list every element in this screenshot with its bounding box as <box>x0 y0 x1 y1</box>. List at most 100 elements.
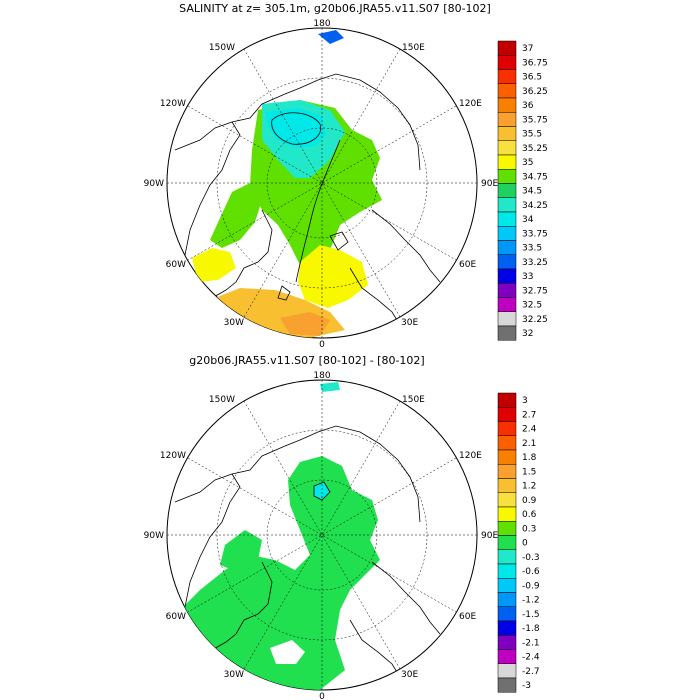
polar-map <box>166 27 478 339</box>
polar-map <box>166 379 478 691</box>
lon-label: 120W <box>160 451 186 461</box>
coastline <box>211 209 273 299</box>
colorbar-label: 1.8 <box>522 453 537 463</box>
colorbar-label: 35.75 <box>522 115 548 125</box>
lon-label: 60W <box>166 612 186 622</box>
colorbar-swatch <box>497 649 517 664</box>
colorbar-swatch <box>497 506 517 522</box>
longitude-labels: 180 0 90W 90E 150W 120W 150E 120E 60W 30… <box>144 371 499 700</box>
colorbar-label: -1.8 <box>522 624 540 634</box>
colorbar-label: 0.9 <box>522 496 537 506</box>
colorbar-label: -0.3 <box>522 553 540 563</box>
colorbar-label: 32.25 <box>522 315 548 325</box>
colorbar-label: 35.25 <box>522 144 548 154</box>
colorbar-label: 33.75 <box>522 229 548 239</box>
lon-label: 120W <box>160 99 186 109</box>
lon-label: 90E <box>481 531 498 541</box>
lon-label: 120E <box>459 99 482 109</box>
colorbar-swatch <box>497 254 517 270</box>
contour-line <box>295 139 341 283</box>
colorbar-swatch <box>497 478 517 493</box>
lon-label: 90W <box>144 179 164 189</box>
colorbar-swatch <box>497 83 517 99</box>
colorbar: 37 36.75 36.5 36.25 36 35.75 35.5 35.25 35 34.75 3… <box>497 40 548 341</box>
lon-label: 180 <box>313 371 330 381</box>
colorbar-swatch <box>497 620 517 636</box>
colorbar-label: 2.4 <box>522 425 537 435</box>
graticule <box>167 28 477 338</box>
colorbar-swatch <box>497 563 517 579</box>
salinity-field-yellow-labrador <box>192 248 236 282</box>
colorbar-label: 34.75 <box>522 172 548 182</box>
colorbar-swatch <box>497 169 517 184</box>
coastline <box>349 267 401 326</box>
colorbar-swatch <box>497 55 517 70</box>
colorbar-label: 34.5 <box>522 187 542 197</box>
lon-label: 180 <box>313 19 330 29</box>
colorbar-label: -1.2 <box>522 596 540 606</box>
lon-label: 30W <box>224 318 244 328</box>
colorbar-label: 33.25 <box>522 258 548 268</box>
coastline <box>231 425 421 523</box>
lon-label: 150W <box>209 395 235 405</box>
coastline <box>371 561 441 635</box>
colorbar-swatch <box>497 677 517 693</box>
colorbar-label: 36.5 <box>522 73 542 83</box>
colorbar-swatch <box>497 635 517 650</box>
colorbar-label: -0.6 <box>522 567 540 577</box>
colorbar-label: 2.7 <box>522 410 536 420</box>
lon-label: 60E <box>459 612 476 622</box>
lon-label: 150E <box>402 43 425 53</box>
colorbar-label: 36.75 <box>522 58 548 68</box>
colorbar-label: -2.1 <box>522 638 540 648</box>
colorbar-label: 32 <box>522 329 533 339</box>
colorbar-label: -2.4 <box>522 653 540 663</box>
contour-line <box>313 481 331 501</box>
lon-label: 60W <box>166 260 186 270</box>
lon-label: 0 <box>319 340 325 350</box>
colorbar-swatch <box>497 226 517 241</box>
lon-label: 30E <box>401 318 418 328</box>
colorbar-swatch <box>497 183 517 198</box>
salinity-field-green-canada <box>210 182 262 248</box>
colorbar-label: 0.6 <box>522 510 537 520</box>
colorbar-label: -1.5 <box>522 610 540 620</box>
lon-label: 90E <box>481 179 498 189</box>
longitude-labels: 180 0 90W 90E 150W 120W 150E 120E 60W 30… <box>144 19 499 350</box>
lon-label: 120E <box>459 451 482 461</box>
colorbar-swatch <box>497 435 517 451</box>
contour-line <box>271 112 322 145</box>
colorbar-swatch <box>497 492 517 508</box>
coastline <box>371 209 441 283</box>
colorbar: 3 2.7 2.4 2.1 1.8 1.5 1.2 0.9 0.6 0.3 0 -0.3 -0.6 -0.… <box>497 392 540 693</box>
difference-field-green-canada <box>220 530 262 572</box>
coastline <box>211 561 273 651</box>
colorbar-swatch <box>497 126 517 141</box>
colorbar-swatch <box>497 578 517 593</box>
colorbar-label: 37 <box>522 44 533 54</box>
colorbar-label: 35 <box>522 158 533 168</box>
graticule <box>167 380 477 690</box>
colorbar-label: 36 <box>522 101 534 111</box>
colorbar-swatch <box>497 521 517 536</box>
colorbar-swatch <box>497 154 517 170</box>
panel-title: SALINITY at z= 305.1m, g20b06.JRA55.v11.… <box>179 2 491 15</box>
lon-label: 150E <box>402 395 425 405</box>
colorbar-swatch <box>497 40 517 56</box>
panel-salinity: SALINITY at z= 305.1m, g20b06.JRA55.v11.… <box>144 2 548 350</box>
colorbar-label: -2.7 <box>522 667 540 677</box>
colorbar-label: 34.25 <box>522 201 548 211</box>
difference-white-hole <box>270 640 305 664</box>
salinity-field-darkorange <box>280 312 330 336</box>
colorbar-label: 33.5 <box>522 244 542 254</box>
colorbar-swatch <box>497 421 517 436</box>
colorbar-label: 1.2 <box>522 482 536 492</box>
colorbar-label: -0.9 <box>522 581 540 591</box>
colorbar-swatch <box>497 112 517 127</box>
coastline <box>277 285 291 301</box>
lon-label: 60E <box>459 260 476 270</box>
colorbar-label: 0 <box>522 539 528 549</box>
lon-label: 90W <box>144 531 164 541</box>
colorbar-swatch <box>497 663 517 679</box>
coastline <box>329 231 349 251</box>
